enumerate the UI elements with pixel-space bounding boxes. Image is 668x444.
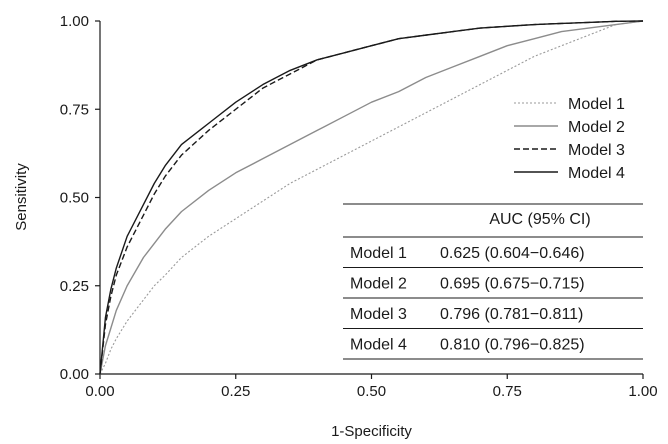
- roc-curve-model-1: [99, 20, 644, 375]
- x-tick-label: 1.00: [628, 383, 657, 400]
- table-row-auc: 0.810 (0.796−0.825): [440, 337, 585, 354]
- x-tick-label: 0.00: [85, 383, 114, 400]
- x-axis-title: 1-Specificity: [331, 423, 412, 440]
- table-row-auc: 0.796 (0.781−0.811): [440, 306, 583, 323]
- table-row-model: Model 4: [350, 337, 407, 354]
- auc-table: AUC (95% CI) Model 1 0.625 (0.604−0.646) Mo…: [343, 203, 643, 360]
- y-tick-label: 0.50: [60, 190, 89, 207]
- table-header: AUC (95% CI): [489, 211, 590, 228]
- tick-marks: [95, 20, 644, 379]
- legend-label-model-4: Model 4: [568, 165, 625, 182]
- x-tick-label: 0.25: [221, 383, 250, 400]
- legend: Model 1 Model 2 Model 3 Model 4: [514, 96, 625, 182]
- table-row-model: Model 1: [350, 245, 407, 262]
- x-tick-label: 0.75: [493, 383, 522, 400]
- y-tick-label: 0.00: [60, 366, 89, 383]
- roc-curve-model-2: [99, 20, 644, 375]
- roc-curves: [99, 20, 644, 375]
- y-axis-title: Sensitivity: [13, 163, 30, 231]
- y-tick-label: 0.25: [60, 278, 89, 295]
- table-row-auc: 0.625 (0.604−0.646): [440, 245, 585, 262]
- legend-label-model-3: Model 3: [568, 142, 625, 159]
- y-tick-label: 1.00: [60, 13, 89, 30]
- roc-curve-model-3: [99, 20, 644, 375]
- x-tick-label: 0.50: [357, 383, 386, 400]
- table-row-auc: 0.695 (0.675−0.715): [440, 276, 585, 293]
- y-tick-label: 0.75: [60, 101, 89, 118]
- legend-label-model-2: Model 2: [568, 119, 625, 136]
- roc-curve-model-4: [99, 20, 644, 375]
- table-row-model: Model 3: [350, 306, 407, 323]
- legend-label-model-1: Model 1: [568, 96, 625, 113]
- table-row-model: Model 2: [350, 276, 407, 293]
